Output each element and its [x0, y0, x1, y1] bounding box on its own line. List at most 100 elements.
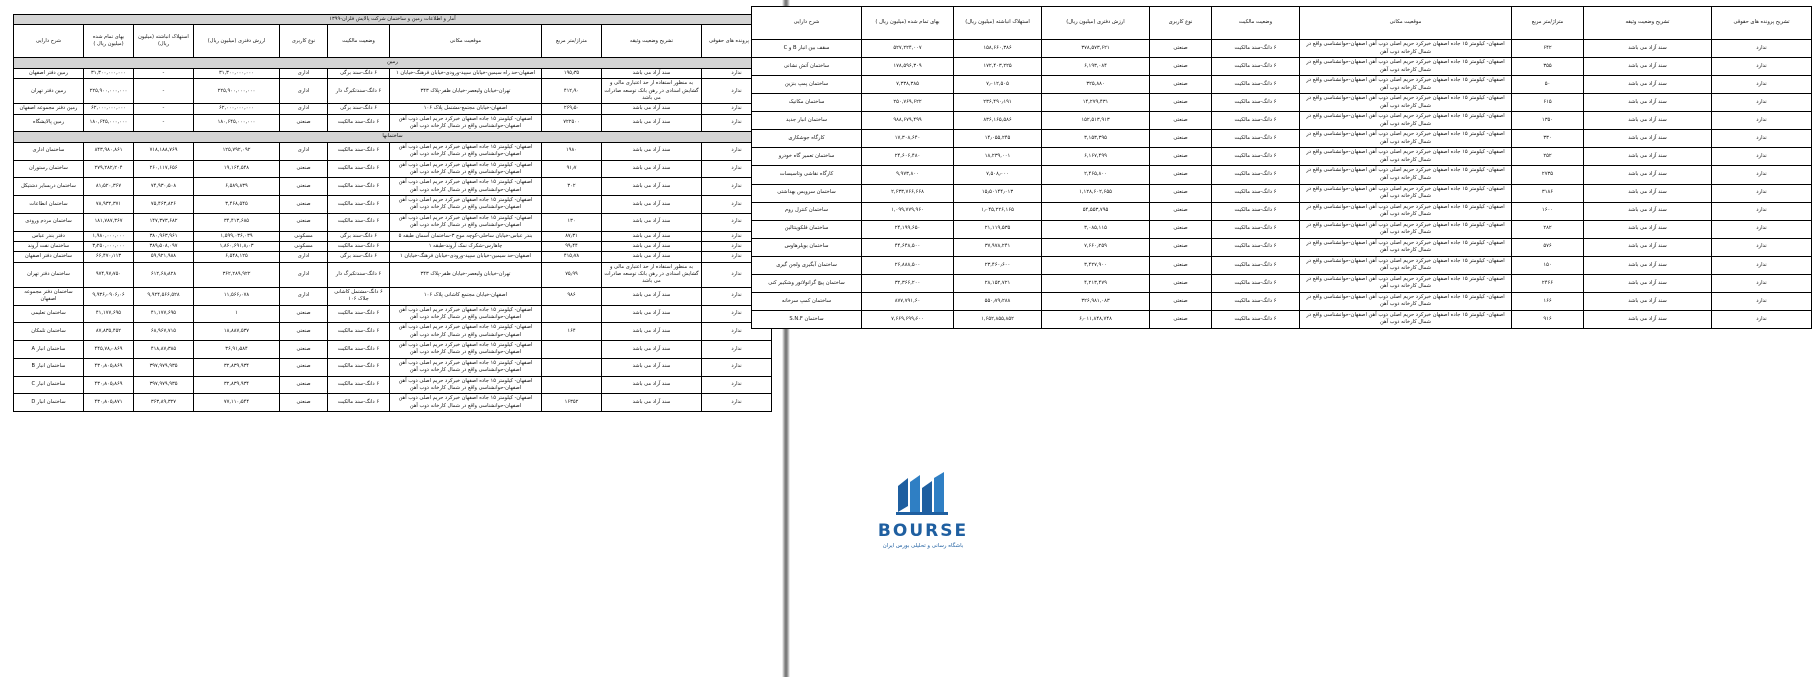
- cell-ownership: ۶ دانگ-سند مالکیت: [1211, 273, 1300, 293]
- cell-ownership: ۶ دانگ-سند مالکیت: [327, 340, 390, 359]
- cell-ownership: ۶ دانگ-سند مالکیت: [327, 177, 390, 196]
- cell-legal-cases: ندارد: [701, 393, 772, 412]
- col-header-area: متراژ/متر مربع: [1511, 6, 1584, 40]
- cell-book-value: ۶,۱۶۷,۴۹۹: [1041, 147, 1150, 167]
- cell-asset: زمین دفتر تهران: [12, 78, 85, 105]
- table-row: ندارد سند آزاد می باشد ۲۸۲ اصفهان- کیلومتر …: [751, 219, 1812, 239]
- cell-depreciation: ۲۳۶,۴۹۰٫۱۹۱: [953, 93, 1042, 113]
- cell-area: ۲۸۲: [1511, 219, 1584, 239]
- cell-cost: ۴۳۰٫۸۰۵٫۸۶۹: [83, 375, 134, 395]
- cell-location: اصفهان- کیلومتر ۱۵ جاده اصفهان خبرکرد حر…: [389, 141, 542, 161]
- cell-legal-cases: ندارد: [701, 375, 772, 395]
- cell-book-value: ۳۲۵,۸۸۰: [1041, 75, 1150, 95]
- cell-usage: اداری: [279, 141, 328, 161]
- cell-ownership: ۶ دانگ-سند مالکیت: [327, 304, 390, 324]
- cell-legal-cases: ندارد: [1711, 309, 1812, 330]
- cell-cost: ۵۲۷,۲۲۴,۰۰۷: [861, 38, 954, 59]
- cell-area: [541, 340, 602, 359]
- table-row: ندارد سند آزاد می باشد ۱۹۸۰ اصفهان- کیلومتر…: [12, 141, 772, 161]
- cell-doc-status: سند آزاد می باشد: [601, 113, 702, 133]
- cell-area: ۱۶۰۰: [1511, 201, 1584, 221]
- bourse24-logo: BOURSE باشگاه رسانی و تحلیلی بورس ایران: [853, 472, 993, 562]
- cell-depreciation: ۳۷,۹۷۸,۲۴۱: [953, 237, 1042, 257]
- cell-location: اصفهان- کیلومتر ۱۵ جاده اصفهان خبرکرد حر…: [1299, 93, 1512, 113]
- cell-cost: ۴۴۵,۷۸٫۰۸۶۹: [83, 340, 134, 359]
- cell-depreciation: ۶۸,۹۶۷,۷۱۵: [133, 322, 194, 341]
- cell-area: ۱۵۰: [1511, 255, 1584, 275]
- cell-depreciation: -: [133, 67, 194, 80]
- cell-book-value: ۳۴,۴۱۳,۶۸۵: [193, 212, 280, 232]
- cell-book-value: ۲,۴۶۵,۸۰۰: [1041, 165, 1150, 185]
- cell-location: اصفهان- کیلومتر ۱۵ جاده اصفهان خبرکرد حر…: [389, 357, 542, 377]
- cell-ownership: ۶ دانگ-سند مالکیت: [1211, 38, 1300, 59]
- cell-ownership: ۶ دانگ-سند مالکیت: [1211, 237, 1300, 257]
- cell-depreciation: ۲۳,۴۶۰٫۶۰۰: [953, 255, 1042, 275]
- table-row: ندارد سند آزاد می باشد اصفهان- کیلومتر ۱۵ …: [12, 340, 772, 359]
- cell-asset: ساختمان دفتر مجموعه اصفهان: [12, 286, 85, 306]
- cell-usage: صنعتی: [1149, 273, 1212, 293]
- cell-asset: کارگاه جوشکاری: [751, 129, 862, 149]
- right-table-header-row: تشریح پرونده های حقوقی تشریح وضعیت وثیقه…: [751, 6, 1812, 40]
- cell-asset: ساختمان تعمیر گاه خودرو: [751, 147, 862, 167]
- cell-location: بندر عباس-خیابان ساحلی-کوچه موج ۳-ساختما…: [389, 230, 542, 242]
- cell-location: اصفهان- کیلومتر ۱۵ جاده اصفهان خبرکرد حر…: [1299, 291, 1512, 311]
- cell-doc-status: سند آزاد می باشد: [1583, 273, 1712, 293]
- cell-usage: صنعتی: [279, 195, 328, 214]
- cell-legal-cases: ندارد: [1711, 147, 1812, 167]
- cell-cost: ۲۲۵,۹۰۰,۰۰۰,۰۰۰: [83, 78, 134, 105]
- cell-usage: صنعتی: [1149, 93, 1212, 113]
- right-assets-table: تشریح پرونده های حقوقی تشریح وضعیت وثیقه…: [751, 6, 1812, 330]
- table-row: ندارد سند آزاد می باشد ۳۰۲ اصفهان- کیلومتر …: [12, 177, 772, 196]
- col-header-location: موقعیت مکانی: [389, 24, 542, 59]
- cell-ownership: ۶ دانگ-سند مالکیت: [1211, 147, 1300, 167]
- col-header-cost: بهای تمام شده (میلیون ریال ): [861, 6, 954, 40]
- table-row: ندارد سند آزاد می باشد ۱۶۴ اصفهان- کیلومتر …: [12, 322, 772, 341]
- table-row: ندارد سند آزاد می باشد ۴۱۵٫۷۸ اصفهان-حد سیم…: [12, 251, 772, 263]
- cell-asset: ساختمان دربسایر دشتیکل: [12, 177, 85, 196]
- cell-book-value: ۱,۸۶۰,۶۹۱,۸٫۰۳: [193, 240, 280, 253]
- cell-doc-status: سند آزاد می باشد: [1583, 57, 1712, 77]
- cell-ownership: ۶ دانگ-سند مالکیت: [327, 240, 390, 253]
- cell-asset: زمین دفتر مجموعه اصفهان: [12, 103, 85, 115]
- cell-doc-status: سند آزاد می باشد: [601, 103, 702, 115]
- table-row: ندارد سند آزاد می باشد ۱۵۰ اصفهان- کیلومتر …: [751, 255, 1812, 275]
- cell-area: ۷۲۲۵۰۰: [541, 113, 602, 133]
- cell-location: اصفهان- کیلومتر ۱۵ جاده اصفهان خبرکرد حر…: [1299, 75, 1512, 95]
- cell-location: اصفهان- کیلومتر ۱۵ جاده اصفهان خبرکرد حر…: [1299, 255, 1512, 275]
- cell-depreciation: -: [133, 78, 194, 105]
- cell-area: ۳۰۲: [541, 177, 602, 196]
- cell-doc-status: سند آزاد می باشد: [1583, 201, 1712, 221]
- cell-area: ۱۳۰: [541, 212, 602, 232]
- cell-usage: صنعتی: [1149, 147, 1212, 167]
- panel-divider: [782, 0, 790, 677]
- cell-ownership: ۶ دانگ-سندتکبرگ دار: [327, 78, 390, 105]
- cell-location: اصفهان-خیابان مجتمع-مشتمل پلاک ۱۰۶: [389, 103, 542, 115]
- cell-depreciation: ۹,۹۲۴,۵۶۶,۵۲۸: [133, 286, 194, 306]
- cell-book-value: ۳۲,۸۳۹,۹۳۴: [193, 357, 280, 377]
- left-table-header-row: تشریح پرونده های حقوقی تشریح وضعیت وثیقه…: [12, 24, 772, 59]
- left-table-panel: آمار و اطلاعات زمین و ساختمان شرکت پالای…: [12, 13, 773, 412]
- cell-doc-status: به منظور استفاده از حد اعتباری مالی و گش…: [601, 78, 702, 105]
- cell-usage: صنعتی: [279, 340, 328, 359]
- table-row: ندارد سند آزاد می باشد اصفهان- کیلومتر ۱۵ …: [12, 304, 772, 324]
- cell-cost: ۴۱,۱۷۷,۶۹۵: [83, 304, 134, 324]
- cell-doc-status: سند آزاد می باشد: [1583, 147, 1712, 167]
- cell-cost: ۸۷۷,۷۹۱,۶۰: [861, 291, 954, 311]
- cell-asset: سقف بین انبار B و C: [751, 38, 862, 59]
- table-row: ندارد سند آزاد می باشد ۹۱٫۷ اصفهان- کیلومتر…: [12, 159, 772, 179]
- cell-doc-status: به منظور استفاده از حد اعتباری مالی و گش…: [601, 261, 702, 288]
- cell-book-value: ۱۱,۵۶۶٫۰۷۸: [193, 286, 280, 306]
- cell-depreciation: ۷۵,۴۶۳,۸۲۶: [133, 195, 194, 214]
- cell-book-value: ۳,۱۵۳,۳۹۵: [1041, 129, 1150, 149]
- cell-area: ۵۰: [1511, 75, 1584, 95]
- cell-usage: صنعتی: [1149, 255, 1212, 275]
- cell-doc-status: سند آزاد می باشد: [601, 177, 702, 196]
- table-row: ندارد سند آزاد می باشد اصفهان- کیلومتر ۱۵ …: [12, 375, 772, 395]
- cell-ownership: ۶ دانگ-سند مالکیت: [327, 141, 390, 161]
- cell-asset: ساختمان آبگیری ولجن گیری: [751, 255, 862, 275]
- cell-book-value: ۱۲۵,۷۹۲,۰۹۲: [193, 141, 280, 161]
- cell-location: اصفهان- کیلومتر ۱۵ جاده اصفهان خبرکرد حر…: [389, 304, 542, 324]
- table-row: ندارد سند آزاد می باشد ۹۹٫۴۴ چاهارس-شکرک نم…: [12, 240, 772, 253]
- cell-book-value: ۷۷,۱۱۰٫۵۴۴: [193, 393, 280, 412]
- cell-book-value: ۶,۵۴۸,۱۲۵: [193, 251, 280, 263]
